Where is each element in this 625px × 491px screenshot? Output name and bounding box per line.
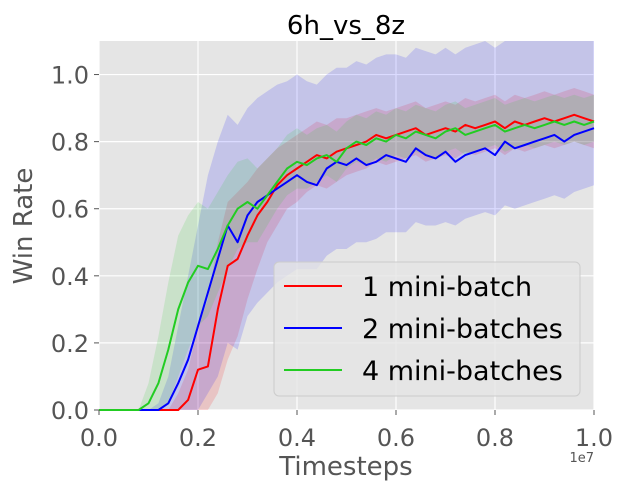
y-tick-label-3: 0.6 bbox=[51, 196, 89, 224]
chart-title: 6h_vs_8z bbox=[287, 11, 405, 41]
legend: 1 mini-batch 2 mini-batches 4 mini-batches bbox=[273, 261, 581, 397]
y-tick-label-1: 0.2 bbox=[51, 330, 89, 358]
line-series-1 bbox=[99, 127, 595, 411]
x-tick-label-5: 1.0 bbox=[575, 424, 613, 452]
y-axis-label: Win Rate bbox=[9, 168, 39, 285]
x-axis-ticks: 0.0 0.2 0.4 0.6 0.8 1.0 bbox=[80, 410, 613, 452]
series-lines bbox=[99, 113, 595, 411]
legend-label-0: 1 mini-batch bbox=[362, 272, 532, 303]
grid-lines bbox=[98, 41, 595, 411]
y-tick-label-5: 1.0 bbox=[51, 62, 89, 90]
band-series-2 bbox=[99, 94, 594, 410]
x-axis-label: Timesteps bbox=[278, 452, 412, 482]
x-tick-label-4: 0.8 bbox=[476, 424, 514, 452]
line-series-2 bbox=[99, 120, 595, 411]
legend-label-2: 4 mini-batches bbox=[362, 356, 563, 387]
x-tick-label-3: 0.6 bbox=[377, 424, 415, 452]
x-tick-label-1: 0.2 bbox=[179, 424, 217, 452]
band-series-0 bbox=[99, 88, 594, 410]
legend-box bbox=[273, 261, 581, 397]
y-tick-label-4: 0.8 bbox=[51, 129, 89, 157]
x-tick-label-2: 0.4 bbox=[278, 424, 316, 452]
y-axis-ticks: 0.0 0.2 0.4 0.6 0.8 1.0 bbox=[51, 62, 99, 425]
y-tick-label-0: 0.0 bbox=[51, 397, 89, 425]
legend-label-1: 2 mini-batches bbox=[362, 314, 563, 345]
x-axis-offset-label: 1e7 bbox=[569, 451, 594, 466]
y-tick-label-2: 0.4 bbox=[51, 263, 89, 291]
x-tick-label-0: 0.0 bbox=[80, 424, 118, 452]
